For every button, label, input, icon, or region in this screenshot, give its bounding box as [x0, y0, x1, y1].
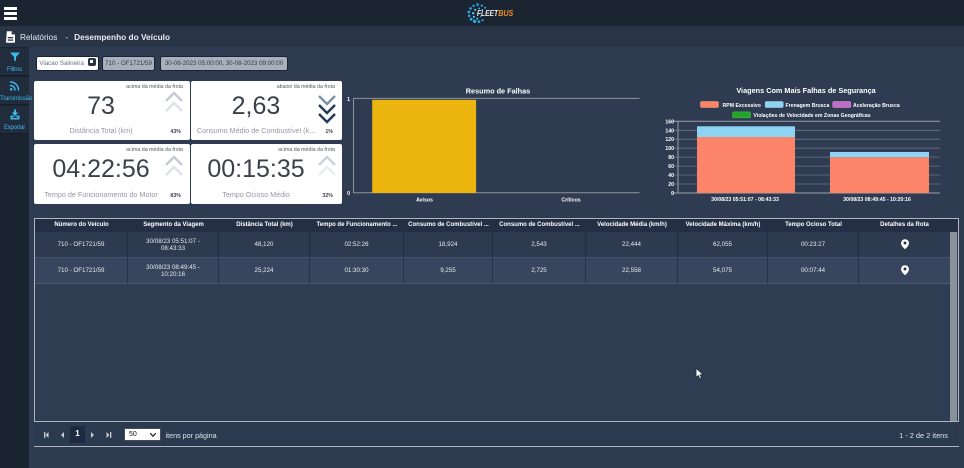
svg-text:100: 100: [665, 146, 674, 152]
svg-text:Frenagem Brusca: Frenagem Brusca: [786, 103, 830, 109]
svg-text:1: 1: [347, 97, 350, 103]
svg-text:60: 60: [668, 164, 674, 170]
svg-text:Resumo de Falhas: Resumo de Falhas: [466, 87, 530, 96]
svg-text:FLEET: FLEET: [477, 9, 499, 18]
svg-text:Viagens Com Mais Falhas de Seg: Viagens Com Mais Falhas de Segurança: [736, 86, 876, 95]
svg-text:Avisos: Avisos: [416, 198, 433, 204]
svg-text:0: 0: [671, 191, 674, 197]
svg-text:30/08/23 08:49:45 - 10:20:16: 30/08/23 08:49:45 - 10:20:16: [843, 197, 911, 203]
svg-text:140: 140: [665, 128, 674, 134]
svg-text:0: 0: [347, 191, 350, 197]
svg-text:160: 160: [665, 119, 674, 125]
svg-text:30/08/23 05:51:07 - 08:43:33: 30/08/23 05:51:07 - 08:43:33: [711, 197, 779, 203]
svg-text:BUS: BUS: [498, 9, 514, 18]
svg-text:20: 20: [668, 182, 674, 188]
svg-text:Aceleração Brusca: Aceleração Brusca: [853, 103, 900, 109]
svg-text:120: 120: [665, 137, 674, 143]
svg-text:Críticos: Críticos: [561, 198, 580, 204]
svg-text:80: 80: [668, 155, 674, 161]
svg-text:RPM Excessivo: RPM Excessivo: [723, 103, 761, 109]
svg-text:40: 40: [668, 173, 674, 179]
svg-text:Violações de Velocidade em Zon: Violações de Velocidade em Zonas Geográf…: [753, 113, 870, 119]
